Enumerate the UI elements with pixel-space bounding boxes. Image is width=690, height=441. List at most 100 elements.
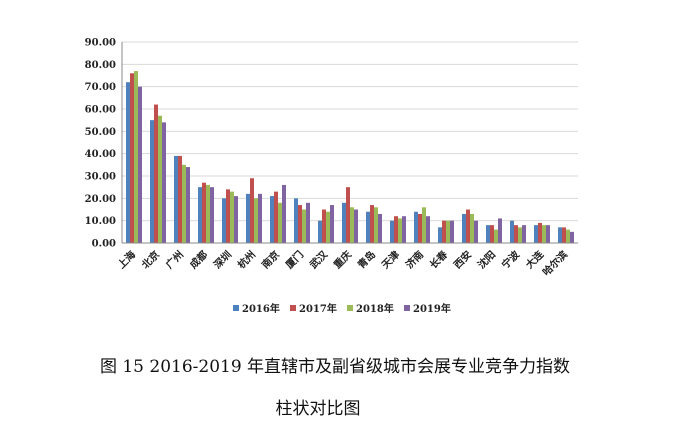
y-tick-label: 90.00 bbox=[85, 38, 116, 49]
x-tick-label: 长春 bbox=[427, 248, 450, 271]
bar bbox=[278, 202, 282, 243]
bar bbox=[494, 229, 498, 243]
bar bbox=[154, 104, 158, 244]
bar bbox=[250, 178, 254, 243]
bar bbox=[498, 218, 502, 243]
bar bbox=[294, 198, 298, 243]
bar bbox=[346, 187, 350, 243]
bar bbox=[426, 216, 430, 243]
y-tick-label: 80.00 bbox=[85, 60, 116, 71]
bar bbox=[470, 213, 474, 243]
caption-line: 柱状对比图 bbox=[276, 399, 361, 419]
bar bbox=[230, 191, 234, 243]
bar bbox=[370, 205, 374, 243]
bar bbox=[282, 184, 286, 243]
bar bbox=[442, 220, 446, 243]
x-tick-label: 武汉 bbox=[307, 247, 331, 271]
bar bbox=[178, 155, 182, 243]
y-tick-label: 70.00 bbox=[85, 82, 116, 93]
x-tick-label: 南京 bbox=[259, 248, 282, 271]
x-tick-label: 哈尔滨 bbox=[540, 248, 570, 278]
bar bbox=[374, 207, 378, 243]
x-tick-label: 青岛 bbox=[355, 248, 378, 271]
bar bbox=[354, 209, 358, 243]
x-tick-label: 广州 bbox=[163, 248, 186, 271]
y-tick-label: 50.00 bbox=[85, 127, 116, 138]
x-tick-label: 成都 bbox=[187, 248, 210, 271]
bar bbox=[134, 71, 138, 244]
bar bbox=[342, 202, 346, 243]
x-tick-label: 杭州 bbox=[235, 248, 258, 271]
bar bbox=[510, 220, 514, 243]
bar bbox=[474, 220, 478, 243]
bar bbox=[162, 122, 166, 243]
y-tick-label: 40.00 bbox=[85, 149, 116, 160]
bar bbox=[246, 193, 250, 243]
bar bbox=[534, 225, 538, 243]
bar bbox=[414, 211, 418, 243]
y-tick-label: 20.00 bbox=[85, 194, 116, 205]
legend-label: 2016年 bbox=[242, 302, 280, 315]
bar bbox=[542, 225, 546, 243]
bar bbox=[394, 216, 398, 243]
legend-swatch bbox=[233, 305, 239, 311]
bar bbox=[418, 213, 422, 243]
bar bbox=[274, 191, 278, 243]
bar bbox=[202, 182, 206, 243]
y-tick-label: 60.00 bbox=[85, 105, 116, 116]
legend-swatch bbox=[347, 305, 353, 311]
bar bbox=[538, 222, 542, 243]
x-tick-label: 深圳 bbox=[211, 248, 234, 271]
bar bbox=[302, 209, 306, 243]
bar bbox=[466, 209, 470, 243]
y-tick-label: 30.00 bbox=[85, 172, 116, 183]
bar bbox=[298, 205, 302, 243]
x-tick-label: 宁波 bbox=[499, 247, 523, 271]
bar bbox=[186, 167, 190, 243]
bar bbox=[518, 227, 522, 243]
bar bbox=[366, 211, 370, 243]
bar bbox=[330, 205, 334, 243]
x-tick-label: 天津 bbox=[379, 248, 402, 271]
bar bbox=[446, 220, 450, 243]
y-tick-label: 10.00 bbox=[85, 216, 116, 227]
bar bbox=[546, 225, 550, 243]
legend-swatch bbox=[290, 305, 296, 311]
bar bbox=[270, 196, 274, 243]
bar bbox=[402, 216, 406, 243]
bar bbox=[378, 213, 382, 243]
bar bbox=[174, 155, 178, 243]
bar bbox=[562, 227, 566, 243]
x-tick-label: 济南 bbox=[403, 248, 426, 271]
legend-label: 2017年 bbox=[299, 302, 337, 315]
bar bbox=[222, 198, 226, 243]
bar bbox=[570, 231, 574, 243]
bar bbox=[422, 207, 426, 243]
bar bbox=[322, 209, 326, 243]
bar bbox=[198, 187, 202, 243]
bar bbox=[566, 229, 570, 243]
x-tick-label: 西安 bbox=[451, 248, 474, 271]
legend-label: 2018年 bbox=[356, 302, 394, 315]
bar bbox=[390, 220, 394, 243]
x-tick-label: 上海 bbox=[115, 248, 138, 271]
bar bbox=[150, 120, 154, 243]
bar bbox=[350, 207, 354, 243]
legend-swatch bbox=[404, 305, 410, 311]
bar bbox=[326, 211, 330, 243]
bar bbox=[182, 164, 186, 243]
bar bbox=[210, 187, 214, 243]
bar bbox=[138, 86, 142, 244]
bar bbox=[438, 227, 442, 243]
bar bbox=[522, 225, 526, 243]
bar bbox=[490, 225, 494, 243]
legend-label: 2019年 bbox=[413, 302, 451, 315]
bar bbox=[486, 225, 490, 243]
bar bbox=[306, 202, 310, 243]
bar bbox=[226, 189, 230, 243]
x-tick-label: 沈阳 bbox=[475, 248, 498, 271]
bar bbox=[126, 82, 130, 243]
bar bbox=[462, 213, 466, 243]
bar bbox=[254, 198, 258, 243]
